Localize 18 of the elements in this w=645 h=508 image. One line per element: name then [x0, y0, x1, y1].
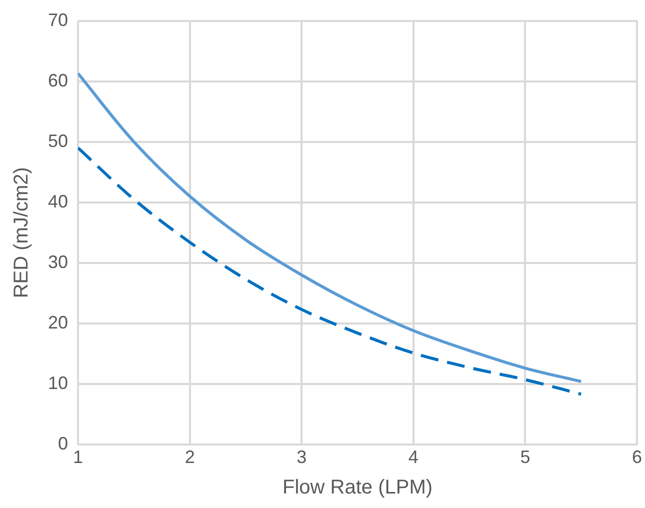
x-tick-label: 4 [408, 447, 418, 468]
y-tick-label: 10 [48, 372, 68, 393]
x-tick-label: 2 [184, 447, 195, 468]
y-tick-label: 70 [48, 10, 68, 30]
x-tick-label: 6 [632, 447, 642, 468]
x-tick-label: 3 [296, 447, 307, 468]
line-series [78, 146, 583, 396]
y-tick-label: 20 [48, 312, 68, 332]
x-tick-label: 1 [73, 447, 84, 468]
y-tick-label: 0 [58, 433, 68, 454]
y-tick-label: 50 [48, 130, 68, 151]
y-axis-title: RED (mJ/cm2) [10, 167, 33, 298]
x-tick-label: 5 [520, 447, 530, 468]
y-tick-label: 60 [48, 70, 68, 90]
y-tick-label: 40 [48, 191, 68, 212]
line-series [78, 72, 583, 383]
y-tick-label: 30 [48, 252, 68, 272]
x-axis-title: Flow Rate (LPM) [282, 476, 433, 499]
